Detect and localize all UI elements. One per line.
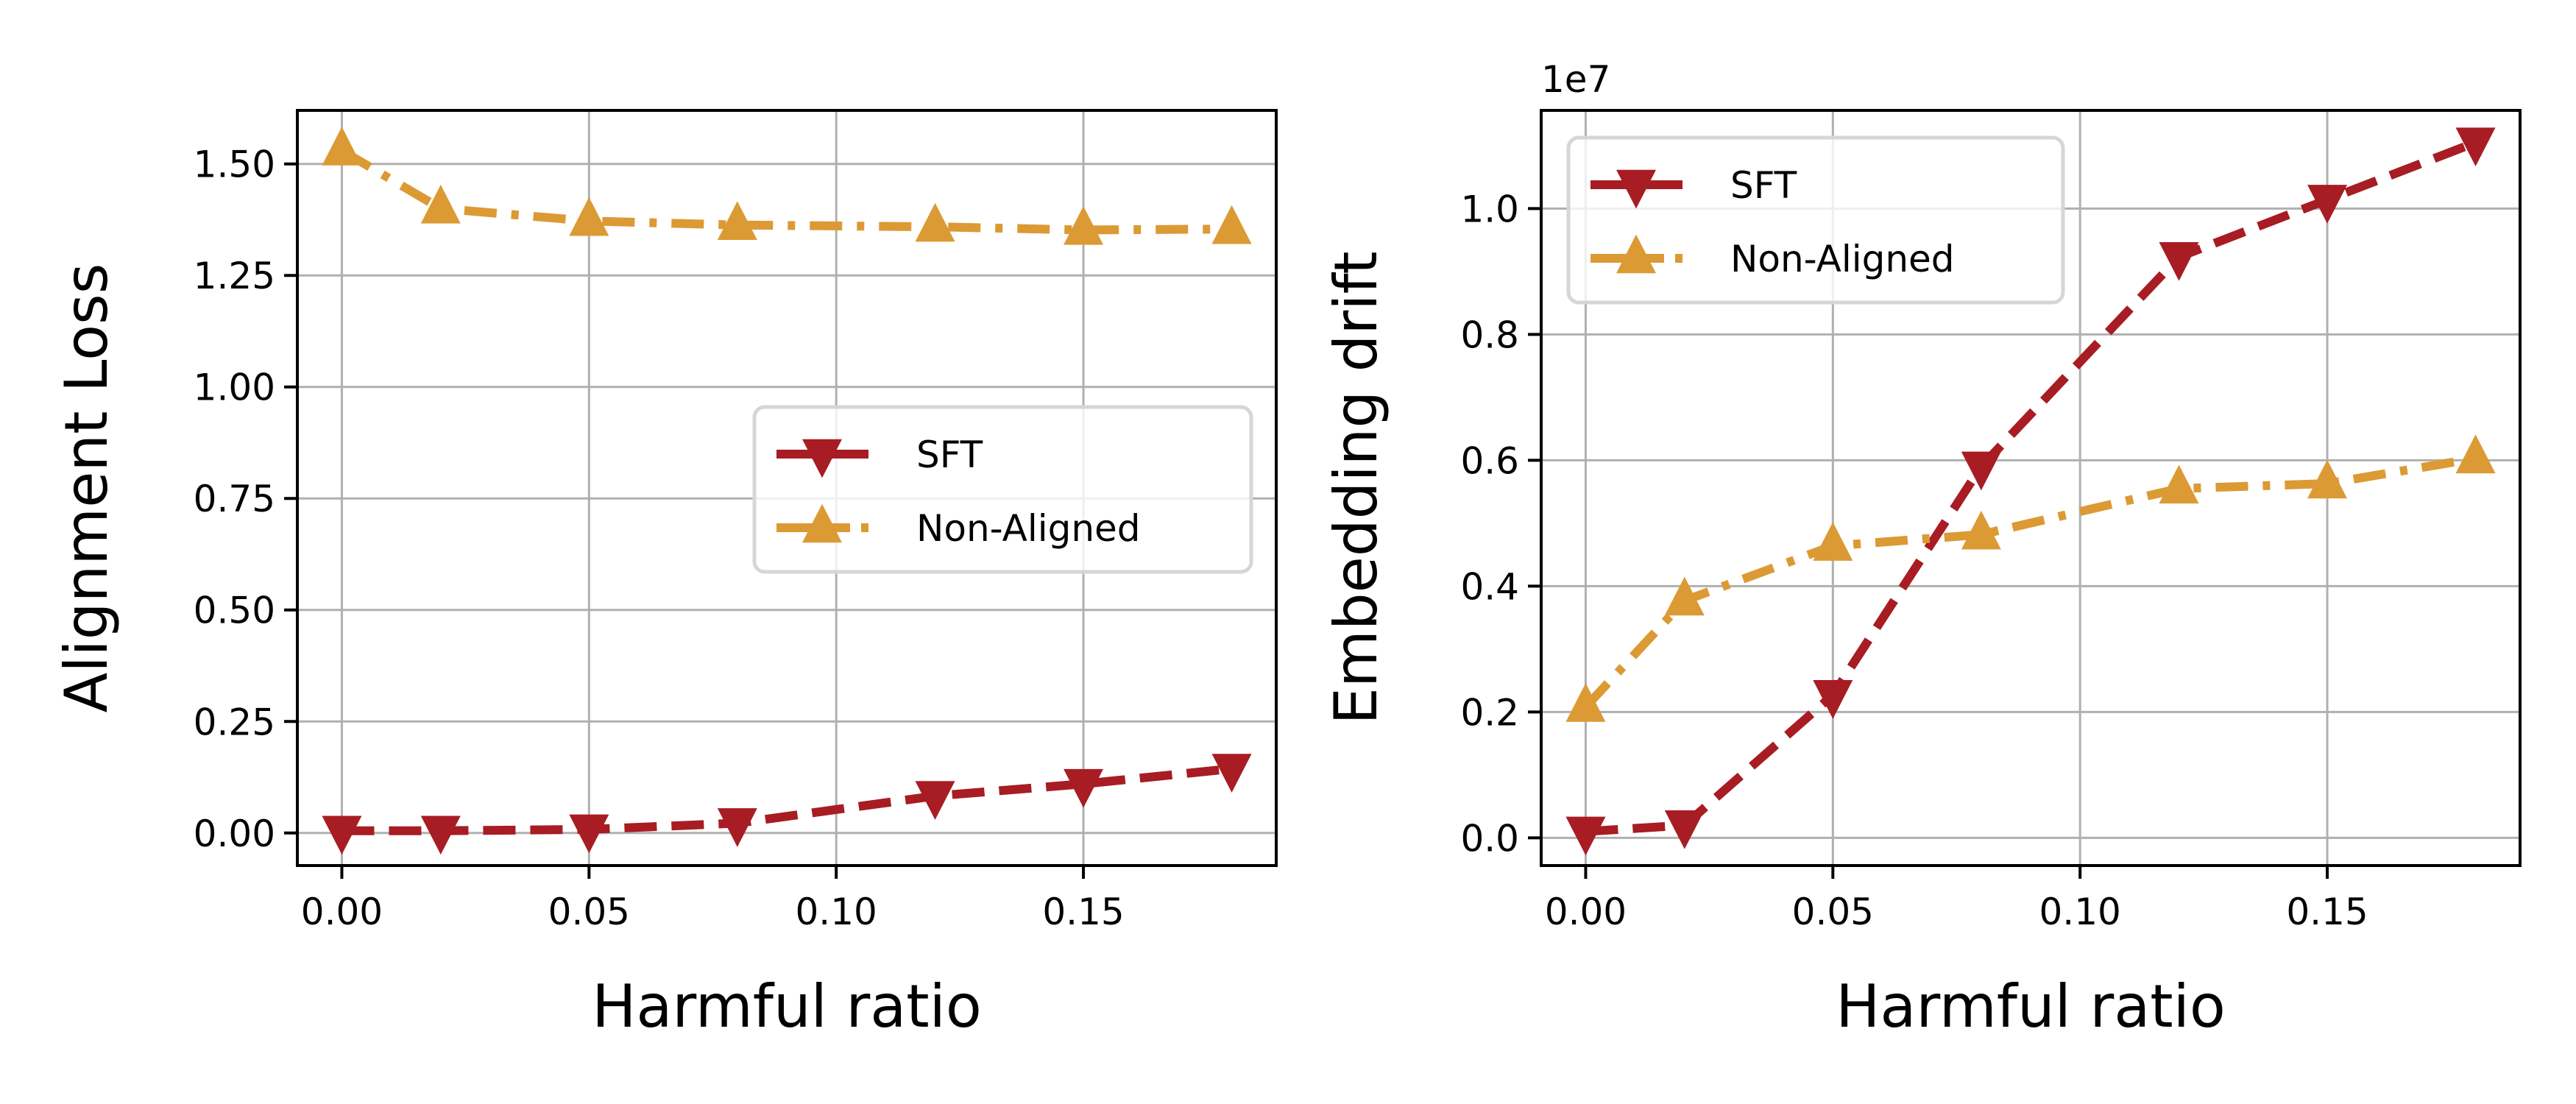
x-tick-label: 0.10: [796, 891, 877, 933]
y-tick-label: 0.0: [1460, 817, 1519, 860]
data-point-non-aligned: [1211, 205, 1252, 244]
data-point-sft: [1961, 451, 2001, 491]
legend-marker: [802, 503, 842, 543]
legend-marker: [1616, 234, 1656, 274]
data-point-non-aligned: [569, 197, 609, 236]
data-point-sft: [915, 781, 955, 820]
legend: SFT Non-Aligned: [1566, 135, 2065, 305]
legend-marker: [802, 439, 842, 478]
series-line-non-aligned: [339, 146, 1232, 235]
data-point-non-aligned: [2455, 434, 2496, 474]
legend-box: [1566, 135, 2065, 305]
x-tick-label: 0.10: [2039, 891, 2121, 933]
data-point-non-aligned: [1064, 206, 1104, 245]
y-tick-label: 1.50: [194, 144, 275, 186]
x-tick-label: 0.00: [1545, 891, 1627, 933]
y-tick-label: 0.50: [194, 590, 275, 632]
data-point-sft: [2455, 127, 2496, 167]
x-axis-label: Harmful ratio: [1836, 972, 2226, 1041]
data-point-sft: [1664, 810, 1705, 849]
y-tick-label: 1.00: [194, 367, 275, 409]
data-point-non-aligned: [2307, 459, 2348, 499]
data-point-sft: [1211, 754, 1252, 793]
data-point-non-aligned: [2159, 464, 2199, 504]
y-tick-label: 0.00: [194, 813, 275, 855]
y-tick-label: 0.6: [1460, 439, 1519, 482]
y-tick-label: 0.75: [194, 478, 275, 520]
x-tick-label: 0.15: [1042, 891, 1124, 933]
data-point-sft: [569, 814, 609, 854]
data-point-sft: [1813, 680, 1853, 719]
legend-label: SFT: [916, 434, 983, 476]
data-point-sft: [2159, 241, 2199, 281]
y-axis-label: Embedding drift: [1322, 251, 1390, 724]
data-point-sft: [1565, 816, 1606, 856]
data-point-non-aligned: [717, 201, 757, 240]
data-point-sft: [322, 815, 362, 855]
y-tick-label: 0.2: [1460, 691, 1519, 734]
x-axis-label: Harmful ratio: [592, 972, 982, 1041]
axes-frame: [296, 109, 1278, 867]
y-axis-label: Alignment Loss: [52, 263, 121, 713]
data-point-non-aligned: [1565, 683, 1606, 722]
x-tick-label: 0.05: [548, 891, 630, 933]
data-point-non-aligned: [1961, 510, 2001, 550]
offset-label: 1e7: [1541, 58, 1610, 101]
grid: [297, 110, 1276, 866]
legend-marker: [1616, 169, 1656, 209]
y-tick-label: 0.8: [1460, 314, 1519, 356]
legend-label: SFT: [1730, 164, 1797, 207]
legend-label: Non-Aligned: [916, 507, 1141, 550]
data-point-non-aligned: [420, 184, 461, 224]
data-point-sft: [420, 815, 461, 855]
x-tick-label: 0.00: [301, 891, 383, 933]
y-tick-label: 0.25: [194, 701, 275, 743]
x-tick-label: 0.15: [2286, 891, 2368, 933]
y-tick-label: 0.4: [1460, 565, 1519, 608]
data-point-non-aligned: [1813, 522, 1853, 561]
legend: SFT Non-Aligned: [752, 405, 1253, 574]
embedding-drift-chart: Embedding drift Harmful ratio 1e7 0.00 0.…: [1322, 58, 2522, 1041]
y-tick-label: 1.0: [1460, 188, 1519, 230]
x-tick-label: 0.05: [1792, 891, 1874, 933]
y-tick-label: 1.25: [194, 255, 275, 297]
data-point-non-aligned: [1664, 576, 1705, 616]
data-point-non-aligned: [915, 202, 955, 242]
data-point-sft: [1064, 768, 1104, 808]
legend-box: [752, 405, 1253, 574]
data-point-sft: [717, 808, 757, 847]
alignment-loss-chart: Alignment Loss Harmful ratio 0.00 0.05 0.1…: [52, 109, 1278, 1041]
axes-frame: [1540, 109, 2522, 867]
data-point-sft: [2307, 185, 2348, 224]
legend-label: Non-Aligned: [1730, 238, 1955, 280]
data-point-non-aligned: [322, 127, 362, 166]
